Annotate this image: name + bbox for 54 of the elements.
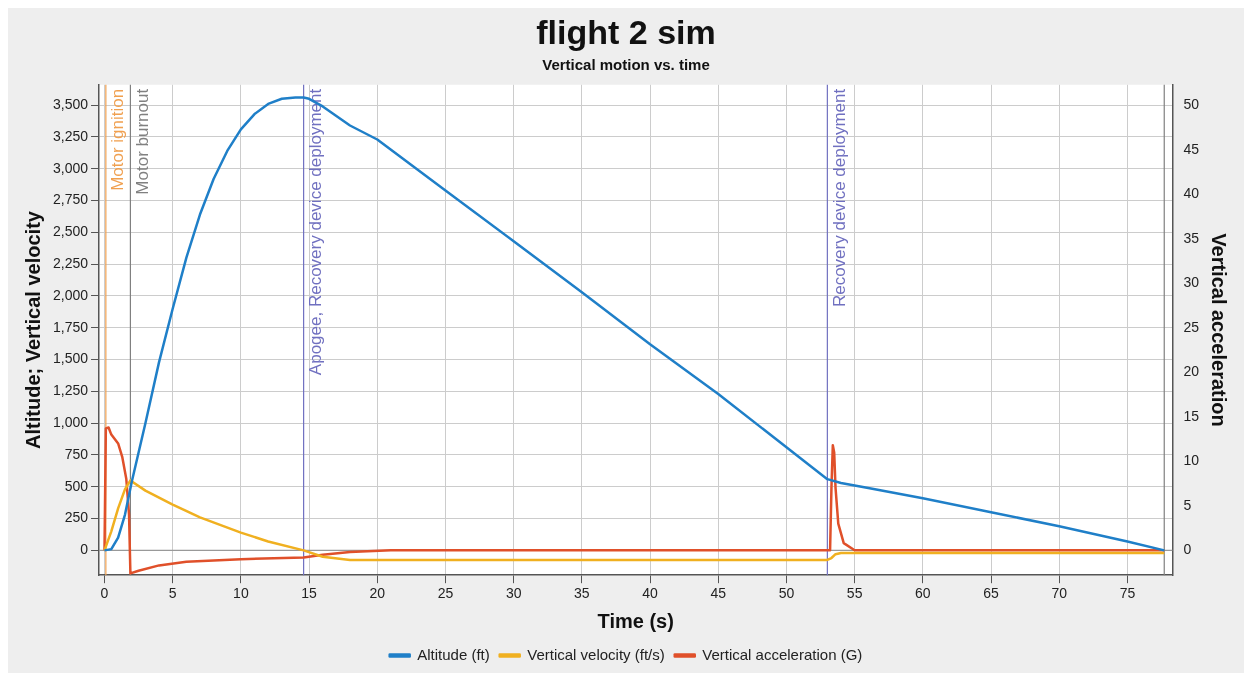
y2-tick-label: 15 bbox=[1183, 407, 1200, 424]
y2-tick-label: 0 bbox=[1183, 541, 1192, 558]
y2-tick-label: 25 bbox=[1183, 318, 1200, 335]
ref-line-label: Recovery device deployment bbox=[829, 88, 849, 308]
y2-tick-label: 10 bbox=[1183, 452, 1200, 469]
x-tick-label: 50 bbox=[778, 585, 795, 602]
x-tick-label: 40 bbox=[642, 585, 659, 602]
y-tick-label: 2,500 bbox=[52, 223, 89, 240]
y2-axis-title: Vertical acceleration bbox=[1208, 233, 1231, 427]
legend-label: Vertical acceleration (G) bbox=[702, 645, 863, 663]
y-tick-label: 1,750 bbox=[52, 318, 89, 335]
y2-tick-label: 45 bbox=[1183, 140, 1200, 157]
x-tick-label: 0 bbox=[100, 585, 109, 602]
y-axis-title: Altitude; Vertical velocity bbox=[21, 210, 44, 449]
y-tick-label: 500 bbox=[64, 477, 89, 494]
x-tick-label: 30 bbox=[505, 585, 522, 602]
ref-line-label: Motor ignition bbox=[108, 88, 128, 191]
y-tick-label: 3,000 bbox=[52, 159, 89, 176]
x-tick-label: 35 bbox=[574, 585, 590, 602]
y-tick-label: 1,250 bbox=[52, 382, 89, 399]
y-tick-label: 1,000 bbox=[52, 414, 89, 431]
legend-label: Vertical velocity (ft/s) bbox=[527, 645, 665, 663]
y-tick-label: 2,750 bbox=[52, 191, 89, 208]
y-tick-label: 2,250 bbox=[52, 255, 89, 272]
x-tick-label: 60 bbox=[915, 585, 931, 602]
x-tick-label: 20 bbox=[369, 585, 386, 602]
y-tick-label: 2,000 bbox=[52, 286, 89, 303]
x-tick-label: 55 bbox=[846, 585, 863, 602]
y-tick-label: 3,250 bbox=[52, 127, 89, 144]
x-tick-label: 75 bbox=[1119, 585, 1136, 602]
x-tick-label: 65 bbox=[983, 585, 1000, 602]
x-tick-label: 5 bbox=[168, 585, 177, 602]
x-tick-label: 45 bbox=[710, 585, 727, 602]
chart-subtitle: Vertical motion vs. time bbox=[542, 55, 710, 73]
y-tick-label: 3,500 bbox=[52, 96, 89, 113]
y2-tick-label: 40 bbox=[1183, 185, 1200, 202]
y2-tick-label: 20 bbox=[1183, 363, 1200, 380]
ref-line-label: Apogee, Recovery device deployment bbox=[305, 88, 325, 376]
y-tick-label: 250 bbox=[64, 509, 89, 526]
legend-label: Altitude (ft) bbox=[417, 645, 490, 663]
ref-line-label: Motor burnout bbox=[132, 88, 152, 195]
x-tick-label: 70 bbox=[1051, 585, 1068, 602]
x-tick-label: 10 bbox=[233, 585, 249, 602]
x-tick-label: 15 bbox=[301, 585, 318, 602]
y2-tick-label: 30 bbox=[1183, 274, 1200, 291]
x-axis-title: Time (s) bbox=[597, 609, 674, 632]
y-tick-label: 750 bbox=[64, 445, 89, 462]
y-tick-label: 1,500 bbox=[52, 350, 89, 367]
y2-tick-label: 5 bbox=[1183, 496, 1192, 513]
y2-tick-label: 35 bbox=[1183, 229, 1200, 246]
y2-tick-label: 50 bbox=[1183, 96, 1200, 113]
x-tick-label: 25 bbox=[437, 585, 454, 602]
chart-title: flight 2 sim bbox=[536, 12, 716, 51]
y-tick-label: 0 bbox=[80, 541, 89, 558]
